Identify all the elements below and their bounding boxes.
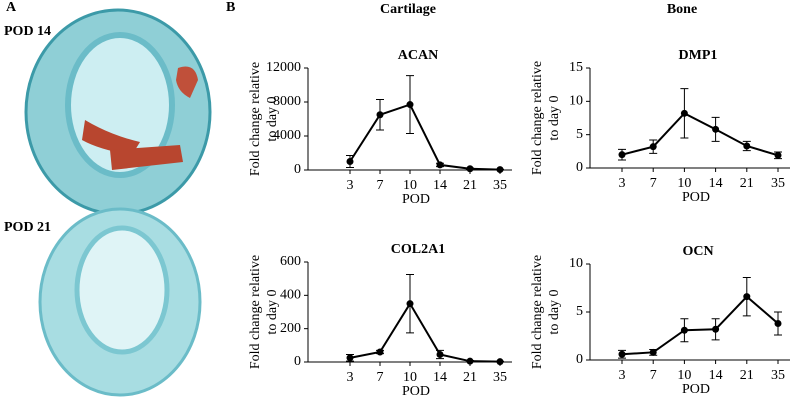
y-tick-label: 0 <box>576 160 583 175</box>
x-tick-label: 7 <box>377 370 384 385</box>
chart-title: DMP1 <box>679 48 718 63</box>
y-axis-label: to day 0 <box>547 95 562 140</box>
data-point <box>680 326 688 334</box>
y-tick-label: 10 <box>569 256 583 271</box>
stain <box>110 145 183 170</box>
x-tick-label: 14 <box>433 370 447 385</box>
y-tick-label: 400 <box>280 288 301 303</box>
y-tick-label: 5 <box>576 127 583 142</box>
data-point <box>436 161 444 169</box>
data-line <box>621 112 779 157</box>
data-line <box>349 103 501 171</box>
y-axis-label: to day 0 <box>265 96 280 141</box>
x-tick-label: 10 <box>403 370 417 385</box>
data-point <box>712 325 720 333</box>
y-tick-label: 8000 <box>273 94 301 109</box>
x-tick-label: 35 <box>493 178 507 193</box>
data-point <box>466 357 474 365</box>
data-point <box>743 142 751 150</box>
y-tick-label: 600 <box>280 254 301 269</box>
chart-title: COL2A1 <box>391 242 445 257</box>
x-tick-label: 21 <box>463 178 477 193</box>
y-tick-label: 5 <box>576 304 583 319</box>
data-point <box>774 151 782 159</box>
x-tick-label: 7 <box>377 178 384 193</box>
column-title: Bone <box>667 2 697 17</box>
y-tick-label: 10 <box>569 94 583 109</box>
y-axis-label: to day 0 <box>547 289 562 334</box>
panel-label: B <box>226 0 235 15</box>
data-line <box>621 295 779 356</box>
data-point <box>712 125 720 133</box>
x-axis-label: POD <box>682 382 710 397</box>
data-point <box>649 348 657 356</box>
x-tick-label: 14 <box>709 176 723 191</box>
x-tick-label: 3 <box>619 176 626 191</box>
x-tick-label: 14 <box>709 368 723 383</box>
data-point <box>649 143 657 151</box>
data-point <box>743 293 751 301</box>
data-point <box>496 358 504 366</box>
data-point <box>406 101 414 109</box>
y-tick-label: 12000 <box>266 60 301 75</box>
data-point <box>618 350 626 358</box>
x-tick-label: 21 <box>740 368 754 383</box>
x-axis-label: POD <box>402 192 430 207</box>
x-tick-label: 3 <box>347 370 354 385</box>
x-tick-label: 21 <box>463 370 477 385</box>
y-tick-label: 15 <box>569 60 583 75</box>
data-point <box>346 354 354 362</box>
x-tick-label: 35 <box>493 370 507 385</box>
x-tick-label: 35 <box>771 368 785 383</box>
x-tick-label: 10 <box>403 178 417 193</box>
data-point <box>618 151 626 159</box>
data-point <box>774 320 782 328</box>
stain <box>176 66 198 98</box>
y-axis-label: Fold change relative <box>248 255 263 369</box>
x-tick-label: 14 <box>433 178 447 193</box>
y-axis-label: Fold change relative <box>530 61 545 175</box>
y-tick-label: 0 <box>294 162 301 177</box>
x-tick-label: 10 <box>677 368 691 383</box>
histology-images <box>24 8 212 397</box>
image-label: POD 14 <box>4 24 51 39</box>
data-point <box>346 158 354 165</box>
y-tick-label: 0 <box>576 352 583 367</box>
x-tick-label: 7 <box>650 368 657 383</box>
y-tick-label: 0 <box>294 354 301 369</box>
data-point <box>496 166 504 174</box>
x-tick-label: 35 <box>771 176 785 191</box>
column-title: Cartilage <box>380 2 436 17</box>
inner-ring <box>74 225 170 355</box>
chart-title: ACAN <box>398 48 438 63</box>
stain <box>82 120 140 155</box>
y-tick-label: 200 <box>280 321 301 336</box>
data-point <box>406 300 414 308</box>
y-axis-label: Fold change relative <box>248 62 263 176</box>
x-tick-label: 3 <box>619 368 626 383</box>
data-point <box>466 165 474 173</box>
chart-title: OCN <box>682 244 713 259</box>
x-axis-label: POD <box>682 190 710 205</box>
data-point <box>376 111 384 119</box>
data-point <box>680 109 688 117</box>
y-axis-label: to day 0 <box>265 289 280 334</box>
x-tick-label: 7 <box>650 176 657 191</box>
x-tick-label: 10 <box>677 176 691 191</box>
data-point <box>436 351 444 358</box>
y-tick-label: 4000 <box>273 128 301 143</box>
image-label: POD 21 <box>4 220 51 235</box>
x-tick-label: 3 <box>347 178 354 193</box>
data-line <box>349 301 501 363</box>
data-point <box>376 348 384 356</box>
panel-label: A <box>6 0 17 15</box>
x-axis-label: POD <box>402 384 430 399</box>
x-tick-label: 21 <box>740 176 754 191</box>
y-axis-label: Fold change relative <box>530 255 545 369</box>
